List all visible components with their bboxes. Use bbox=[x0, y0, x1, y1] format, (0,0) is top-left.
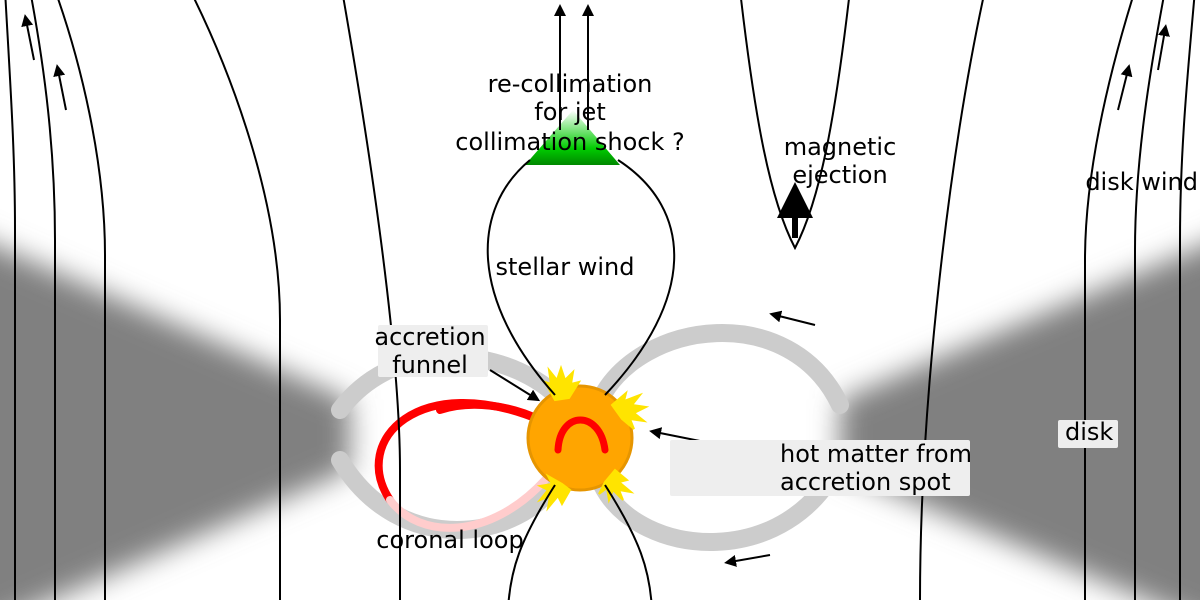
magnetic-ejection bbox=[740, 0, 850, 248]
label-magnetic-2: ejection bbox=[792, 161, 887, 189]
label-accretion-2: funnel bbox=[392, 351, 468, 379]
label-recollimation-2: for jet bbox=[534, 98, 605, 126]
label-recollimation-1: re-collimation bbox=[488, 70, 653, 98]
label-magnetic-1: magnetic bbox=[784, 133, 897, 161]
label-hot-matter-2: accretion spot bbox=[780, 468, 951, 496]
label-coronal-loop: coronal loop bbox=[376, 526, 523, 554]
disk-left bbox=[0, 230, 350, 600]
stellar-wind-lines bbox=[488, 10, 675, 395]
label-disk-wind: disk wind bbox=[1085, 168, 1198, 196]
label-hot-matter-1: hot matter from bbox=[780, 440, 972, 468]
label-disk: disk bbox=[1065, 418, 1113, 446]
label-collimation-shock: collimation shock ? bbox=[455, 128, 684, 156]
label-accretion-1: accretion bbox=[374, 323, 485, 351]
disk-right bbox=[840, 230, 1200, 600]
ttauri-diagram: re-collimation for jet collimation shock… bbox=[0, 0, 1200, 600]
label-stellar-wind: stellar wind bbox=[496, 253, 635, 281]
